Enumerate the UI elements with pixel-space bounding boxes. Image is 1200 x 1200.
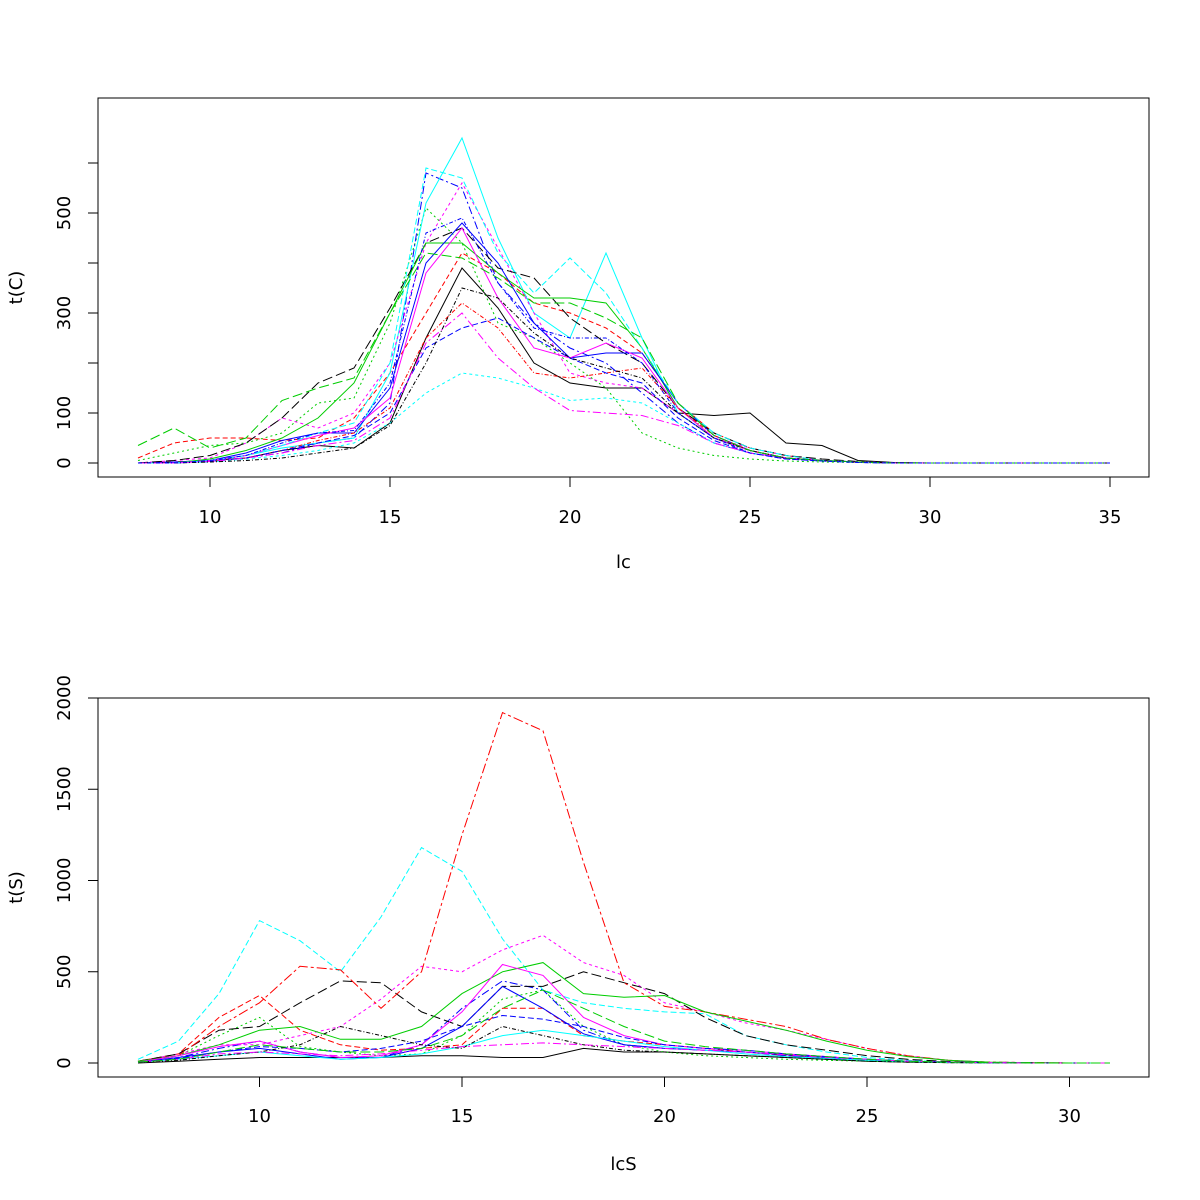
y-tick-label: 1000 (54, 858, 75, 904)
y-tick-label: 500 (54, 955, 75, 989)
x-tick-label: 35 (1099, 507, 1122, 528)
series-line-17 (138, 217, 1110, 464)
y-axis-label: t(C) (6, 271, 27, 305)
series-line-15 (137, 989, 1110, 1064)
y-tick-label: 300 (54, 296, 75, 330)
series-line-9 (138, 372, 1110, 464)
series-line-5 (137, 934, 1110, 1064)
x-tick-label: 30 (1058, 1106, 1081, 1127)
x-tick-label: 15 (379, 507, 402, 528)
plot-frame (97, 97, 1150, 478)
series-line-8 (138, 222, 1110, 464)
series-line-3 (137, 172, 1110, 464)
series-line-14 (137, 1042, 1110, 1064)
y-tick-label: 1500 (54, 766, 75, 812)
series-line-10 (137, 963, 1110, 1064)
series-line-5 (137, 181, 1110, 464)
x-tick-label: 30 (919, 507, 942, 528)
series-line-16 (137, 252, 1110, 464)
series-line-12 (138, 317, 1110, 464)
series-line-8 (137, 962, 1110, 1064)
x-tick-label: 10 (248, 1106, 271, 1127)
x-axis-label: lcS (610, 1154, 636, 1175)
y-axis-label: t(S) (6, 871, 27, 904)
x-tick-label: 20 (559, 507, 582, 528)
y-tick-label: 0 (54, 457, 75, 468)
plot-lcS: 10 15 20 25 30 0 500 1000 1500 2000 lcS t(S) (6, 675, 1150, 1175)
x-tick-label: 10 (199, 507, 222, 528)
series-line-10 (138, 227, 1110, 464)
series-line-12 (137, 1014, 1110, 1064)
series-line-4 (137, 846, 1110, 1064)
series-line-6 (137, 227, 1110, 464)
y-tick-label: 100 (54, 396, 75, 430)
series-line-7 (137, 711, 1110, 1064)
series-line-2 (137, 207, 1110, 464)
y-tick-label: 0 (54, 1057, 75, 1068)
x-tick-label: 20 (653, 1106, 676, 1127)
x-tick-label: 25 (739, 507, 762, 528)
series-line-14 (138, 312, 1110, 464)
plot-frame (97, 697, 1150, 1078)
x-axis-label: lc (616, 552, 631, 573)
series-line-1 (137, 252, 1110, 464)
series-line-0 (137, 267, 1110, 464)
series-line-6 (137, 971, 1110, 1064)
plot-lc: 10 15 20 25 30 35 0 100 300 500 lc t(C) (6, 97, 1150, 573)
x-tick-label: 25 (856, 1106, 879, 1127)
y-tick-label: 500 (54, 196, 75, 230)
x-tick-label: 15 (451, 1106, 474, 1127)
y-tick-label: 2000 (54, 675, 75, 721)
series-line-4 (138, 136, 1110, 464)
series-line-11 (138, 302, 1110, 464)
